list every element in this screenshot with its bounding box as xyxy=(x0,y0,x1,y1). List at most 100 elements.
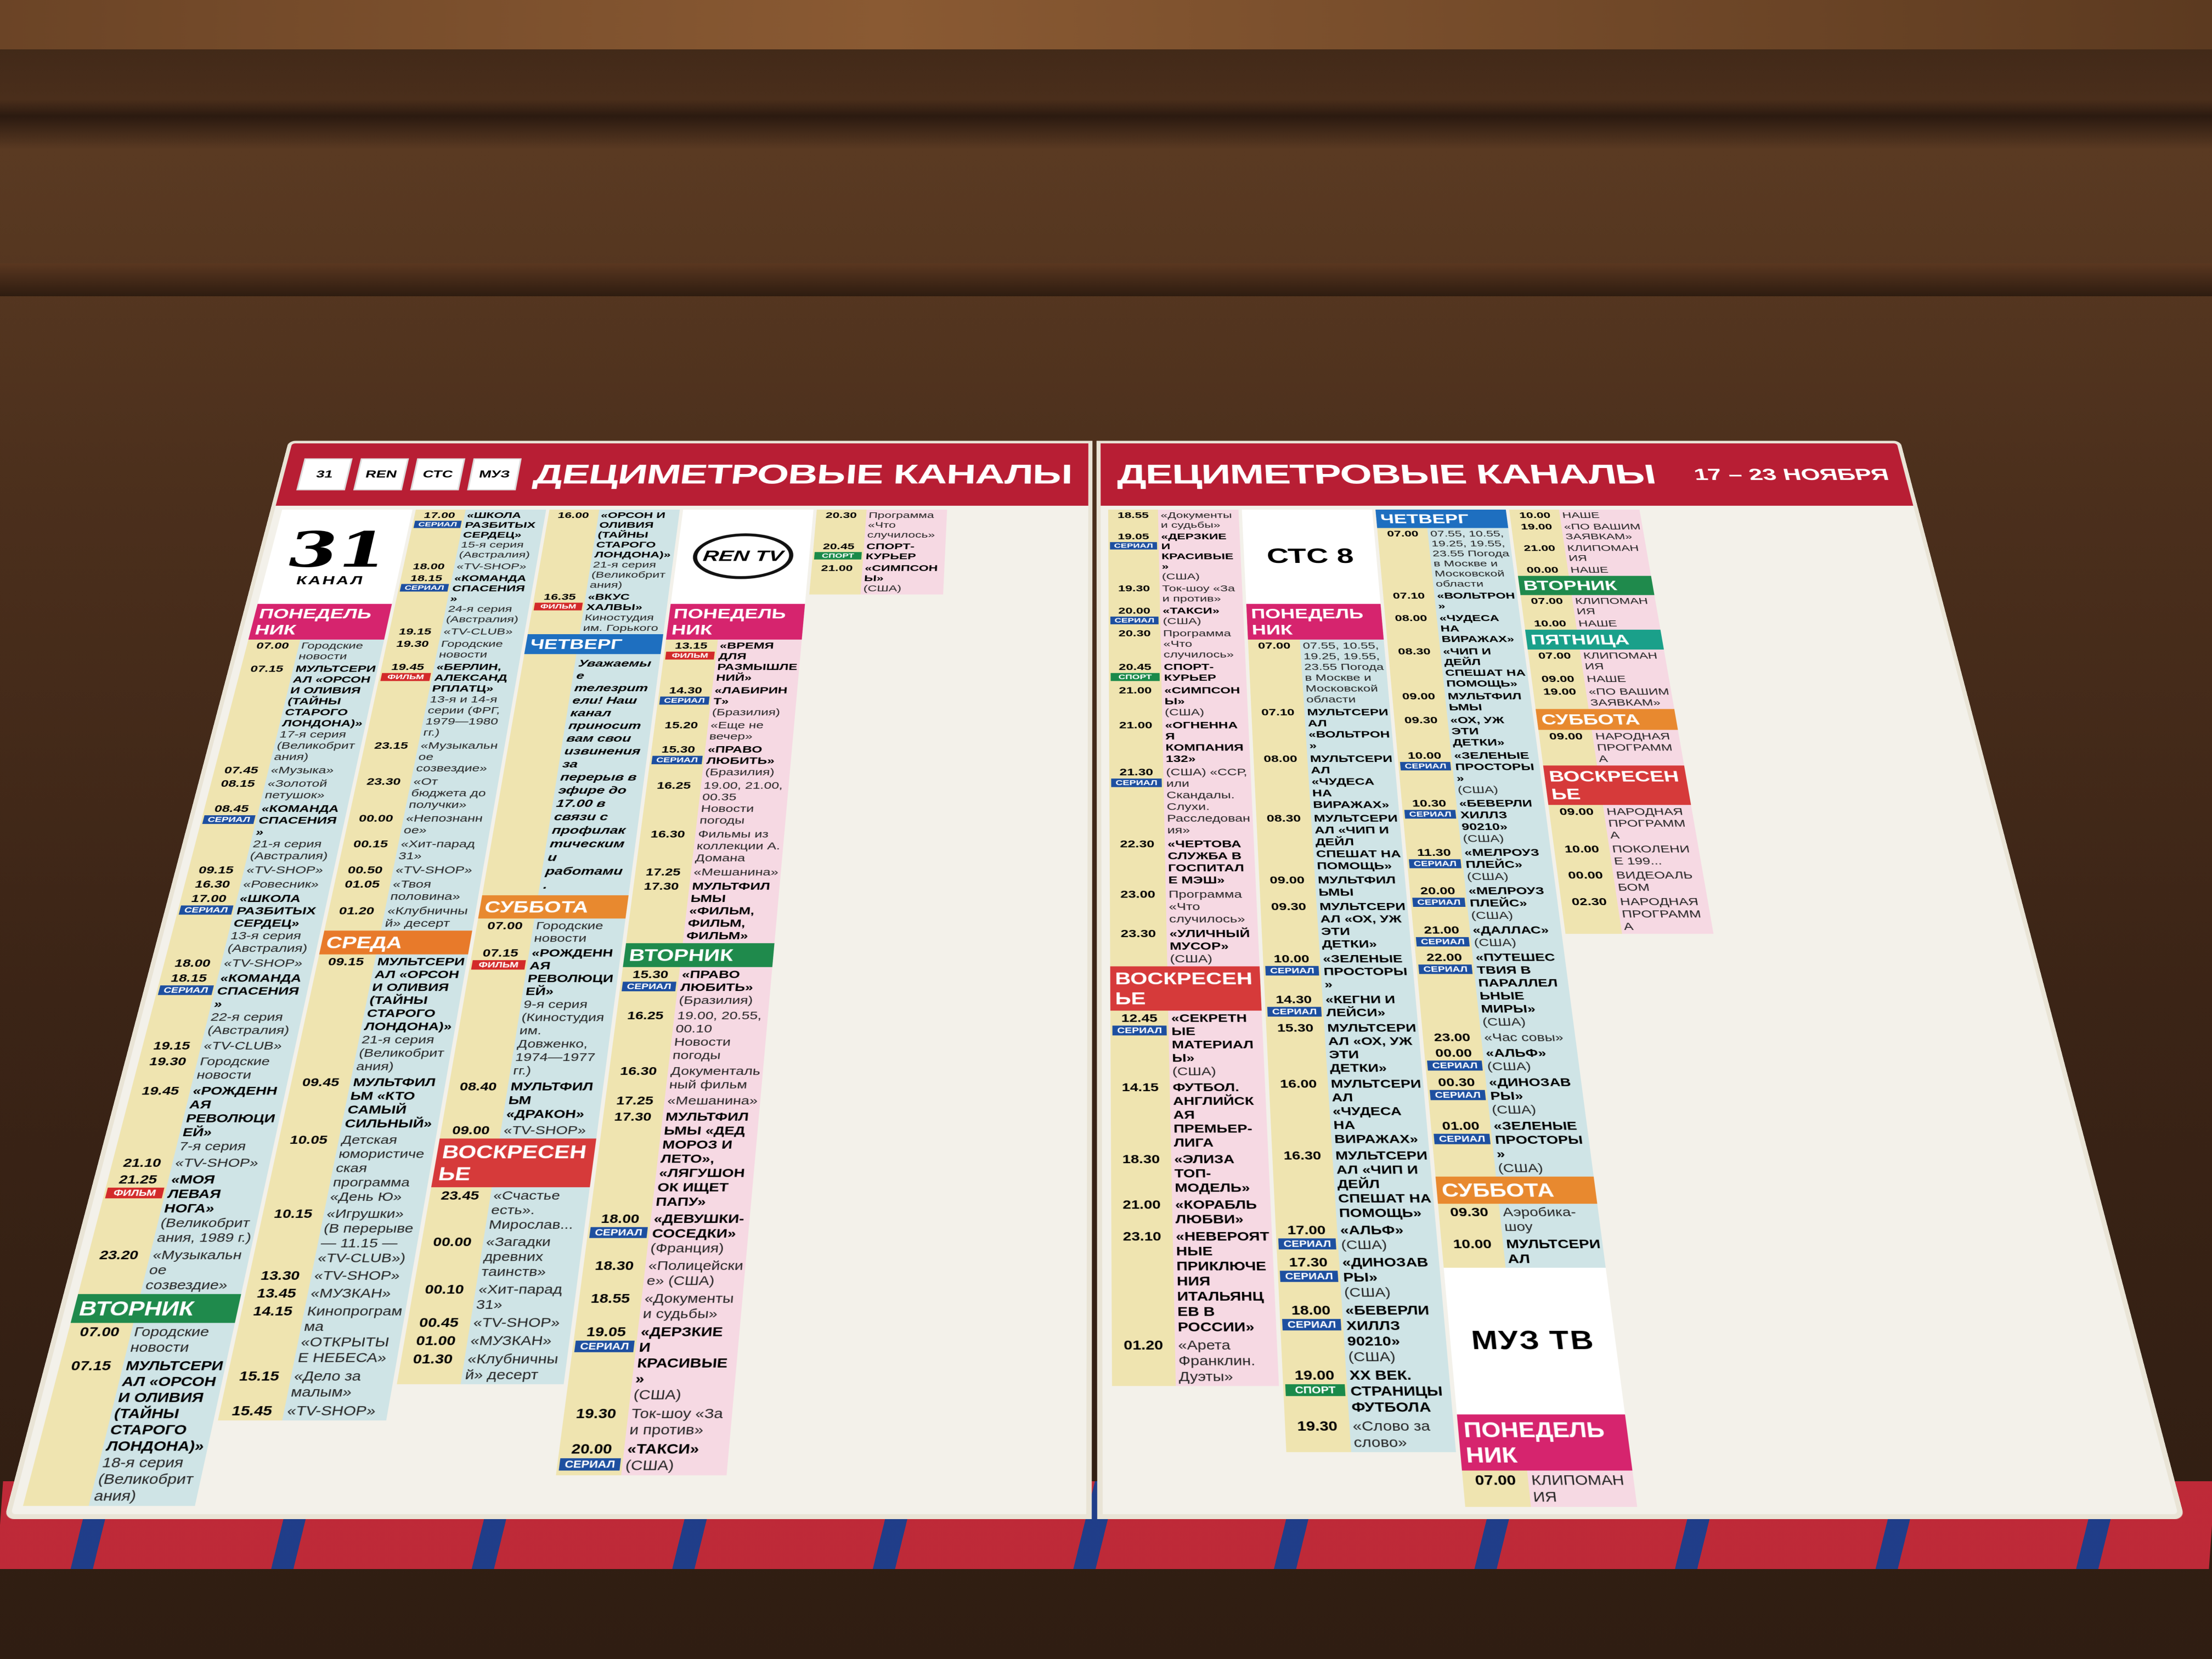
program-note: 17-я серия (Великобритания) xyxy=(273,729,363,763)
program-info: «ПУТЕШЕСТВИЯ В ПАРАЛЛЕЛЬНЫЕ МИРЫ» (США) xyxy=(1472,951,1574,1029)
program-note: «Непознанное» xyxy=(403,812,491,836)
program-time: 01.20 xyxy=(1112,1338,1176,1385)
program-info: «ПО ВАШИМ ЗАЯВКАМ» xyxy=(1561,522,1645,541)
program-entry: 09.00 МУЛЬТФИЛЬМЫ xyxy=(1259,873,1407,899)
program-info: «ШКОЛА РАЗБИТЫХ СЕРДЕЦ» 13-я серия (Австр… xyxy=(223,893,329,955)
shelf-edge xyxy=(0,263,2212,296)
program-entry: 19.30 Городские новости xyxy=(133,1054,294,1083)
program-title: «ПУТЕШЕСТВИЯ В ПАРАЛЛЕЛЬНЫЕ МИРЫ» xyxy=(1475,951,1570,1015)
program-entry: 00.00 НАШЕ xyxy=(1516,564,1651,576)
program-info: «ДЕРЗКИЕ И КРАСИВЫЕ» (США) xyxy=(629,1324,740,1403)
program-info: НАШЕ xyxy=(1575,618,1660,629)
program-entry: 01.00 «МУЗКАН» xyxy=(403,1331,571,1350)
program-info: «Непознанное» xyxy=(400,812,493,836)
genre-badge: СПОРТ xyxy=(814,552,862,560)
program-entry: 10.00 ПОКОЛЕНИЕ 199... xyxy=(1553,842,1702,868)
genre-badge: СЕРИАЛ xyxy=(1430,1090,1486,1101)
program-info: МУЛЬТФИЛЬМ «ДРАКОН» xyxy=(503,1080,604,1121)
program-info: Фильмы из коллекции А. Домана xyxy=(692,828,785,864)
program-time: 10.00 xyxy=(1509,510,1560,520)
program-note: НАРОДНАЯ ПРОГРАММА xyxy=(1619,896,1711,933)
program-title: МУЛЬТСЕРИАЛ «ЧУДЕСА НА ВИРАЖАХ» xyxy=(1310,753,1397,811)
program-entry: 08.15 «Золотой петушок» xyxy=(206,777,354,802)
program-time: 00.45 xyxy=(406,1315,471,1330)
program-note: (США) xyxy=(1165,707,1246,718)
program-time: 00.30 СЕРИАЛ xyxy=(1426,1076,1489,1117)
program-info: МУЛЬТСЕРИАЛ «ОХ, УЖ ЭТИ ДЕТКИ» xyxy=(1324,1022,1422,1075)
day-header: ПЯТНИЦА xyxy=(1525,630,1664,650)
program-entry: 21.00 «КОРАБЛЬ ЛЮБВИ» xyxy=(1111,1197,1271,1228)
program-note: (США) xyxy=(1170,952,1257,965)
program-time: 21.00 СЕРИАЛ xyxy=(1413,924,1472,949)
program-time: 09.00 xyxy=(1531,674,1585,685)
program-note: (США) xyxy=(1482,1015,1572,1029)
day-header: ВТОРНИК xyxy=(1518,576,1655,595)
program-time: 19.00 xyxy=(1533,686,1589,708)
logo-cts-mini: СТС xyxy=(410,458,466,490)
program-title: XX ВЕК. СТРАНИЦЫ ФУТБОЛА xyxy=(1349,1368,1451,1415)
program-title: МУЛЬТСЕРИАЛ «ОРСОН И ОЛИВИЯ (ТАЙНЫ СТАРО… xyxy=(363,956,466,1034)
program-entry: 17.30 МУЛЬТФИЛЬМЫ «ФИЛЬМ, ФИЛЬМ, ФИЛЬМ» xyxy=(626,879,780,944)
program-time: 00.00 xyxy=(1557,869,1616,893)
program-info: 07.55, 10.55, 19.25, 19.55, 23.55 Погода… xyxy=(1427,529,1516,589)
program-title: МУЛЬТСЕРИАЛ «ЧИП И ДЕЙЛ СПЕШАТ НА ПОМОЩЬ… xyxy=(1313,812,1402,872)
program-time: 23.20 xyxy=(78,1248,152,1293)
day-header: ПОНЕДЕЛЬНИК xyxy=(1457,1414,1633,1470)
program-title: «БЕВЕРЛИ ХИЛЛЗ 90210» xyxy=(1345,1303,1444,1349)
program-time: 19.00 СПОРТ xyxy=(1282,1368,1348,1415)
program-info: МУЛЬТСЕРИАЛ «ЧУДЕСА НА ВИРАЖАХ» xyxy=(1307,753,1399,811)
program-entry: 20.45 СПОРТ СПОРТ-КУРЬЕР xyxy=(812,541,945,562)
program-note: (Великобритания, 1989 г.) xyxy=(155,1216,256,1245)
genre-badge: ФИЛЬМ xyxy=(665,652,714,659)
program-note: 24-я серия (Австралия) xyxy=(445,604,528,625)
program-entry: 19.30 Ток-шоу «За и против» xyxy=(1109,583,1243,605)
program-info: «ДИНОЗАВРЫ» (США) xyxy=(1339,1255,1442,1300)
day-header: ВОСКРЕСЕНЬЕ xyxy=(1543,765,1691,805)
program-note: НАШЕ xyxy=(1561,510,1639,520)
program-info: «Дело за малым» xyxy=(286,1368,396,1400)
program-time: 10.00 xyxy=(1523,618,1577,629)
genre-badge: СЕРИАЛ xyxy=(1416,937,1470,946)
program-title: «БЕВЕРЛИ ХИЛЛЗ 90210» xyxy=(1459,798,1547,833)
program-time: 16.25 xyxy=(611,1009,675,1062)
program-info: «TV-SHOP» xyxy=(469,1315,573,1330)
program-time: 18.30 xyxy=(1111,1152,1172,1195)
program-info: «Мешанина» xyxy=(664,1094,761,1108)
program-title: «ЛАБИРИНТ» xyxy=(713,685,796,707)
genre-badge: ФИЛЬМ xyxy=(380,673,431,681)
program-entry: 07.15 ФИЛЬМ «РОЖДЕННАЯ РЕВОЛЮЦИЕЙ» 9-я сери… xyxy=(450,946,622,1079)
program-info: СПОРТ-КУРЬЕР xyxy=(863,541,946,561)
program-time: 00.50 xyxy=(336,864,394,876)
program-title: «ДЕВУШКИ-СОСЕДКИ» xyxy=(651,1212,748,1241)
program-title: «ТАКСИ» xyxy=(627,1441,727,1457)
program-entry: 15.15 «Дело за малым» xyxy=(222,1367,396,1402)
program-note: «Еще не вечер» xyxy=(709,720,793,742)
left-page: 31 REN СТС МУЗ ДЕЦИМЕТРОВЫЕ КАНАЛЫ 31 КАН… xyxy=(11,443,1088,1514)
program-time: 17.25 xyxy=(605,1094,665,1108)
program-title: МУЛЬТФИЛЬМЫ xyxy=(1447,691,1531,713)
program-info: «ПРАВО ЛЮБИТЬ» (Бразилия) xyxy=(702,744,792,778)
program-time: 16.30 xyxy=(1272,1149,1337,1221)
program-info: ПОКОЛЕНИЕ 199... xyxy=(1609,843,1702,867)
program-entry: 18.55 «Документы и судьбы» xyxy=(576,1290,743,1323)
channel-logo-text: СТС 8 xyxy=(1266,544,1355,568)
genre-badge: СЕРИАЛ xyxy=(1282,1319,1341,1330)
program-entry: 07.15 МУЛЬТСЕРИАЛ «ОРСОН И ОЛИВИЯ (ТАЙНЫ … xyxy=(216,663,379,764)
program-time: 07.00 xyxy=(1528,651,1583,672)
program-entry: 01.20 «Клубничный» десерт xyxy=(324,904,477,930)
program-info: НАРОДНАЯ ПРОГРАММА xyxy=(1592,731,1684,764)
wooden-shelf xyxy=(0,0,2212,49)
channel-logo: МУЗ ТВ xyxy=(1444,1268,1625,1414)
program-entry: 01.00 СЕРИАЛ «ЗЕЛЕНЫЕ ПРОСТОРЫ» (США) xyxy=(1430,1118,1594,1177)
program-info: СПОРТ-КУРЬЕР xyxy=(1161,662,1246,683)
program-info: «TV-CLUB» xyxy=(440,627,526,637)
program-note: (США) xyxy=(1457,784,1542,795)
program-time: 07.00 xyxy=(1377,529,1434,589)
program-note: «От бюджета до получки» xyxy=(408,776,498,810)
program-entry: 19.00 СПОРТ XX ВЕК. СТРАНИЦЫ ФУТБОЛА xyxy=(1282,1366,1453,1417)
program-title: «УЛИЧНЫЙ МУСОР» xyxy=(1169,928,1257,953)
program-entry: 09.00 «TV-SHOP» xyxy=(439,1122,598,1139)
program-note: 21-я серия (Великобритания) xyxy=(355,1033,452,1073)
program-note: «TV-CLUB» xyxy=(443,627,524,637)
day-header: СУББОТА xyxy=(478,895,628,918)
